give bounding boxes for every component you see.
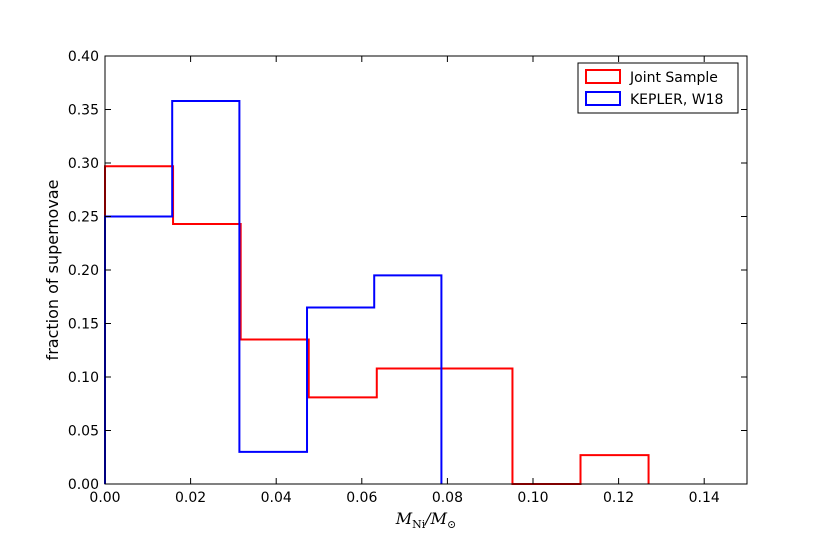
bar-series1-bin2 bbox=[239, 452, 307, 484]
bar-series0-bin1 bbox=[173, 224, 241, 484]
bar-series1-bin0 bbox=[105, 217, 172, 485]
series-line-joint-sample bbox=[104, 165, 650, 485]
y-tick-label: 0.35 bbox=[68, 103, 99, 119]
y-tick-label: 0.25 bbox=[68, 210, 99, 226]
bar-series1-bin4 bbox=[374, 275, 441, 484]
y-tick-label: 0.00 bbox=[68, 477, 99, 493]
x-tick-label: 0.10 bbox=[517, 490, 548, 506]
x-tick-label: 0.12 bbox=[603, 490, 634, 506]
y-tick-label: 0.15 bbox=[68, 317, 99, 333]
y-tick-label: 0.40 bbox=[68, 49, 99, 65]
series-layer bbox=[104, 99, 650, 485]
x-axis-label: MNi/M⊙ bbox=[395, 509, 457, 531]
y-tick-label: 0.30 bbox=[68, 156, 99, 172]
x-axis-label-sub2: ⊙ bbox=[447, 518, 456, 531]
x-tick-label: 0.00 bbox=[89, 490, 120, 506]
legend-swatch-kepler-w18 bbox=[585, 91, 621, 106]
legend: Joint Sample KEPLER, W18 bbox=[577, 62, 739, 114]
bar-series1-bin3 bbox=[307, 307, 374, 484]
y-tick-label: 0.05 bbox=[68, 424, 99, 440]
bar-series0-bin4 bbox=[377, 368, 445, 484]
x-axis-label-sub1: Ni bbox=[412, 518, 426, 531]
x-tick-label: 0.08 bbox=[432, 490, 463, 506]
bar-series0-bin2 bbox=[241, 340, 309, 484]
x-axis-label-slash: /M bbox=[423, 509, 447, 528]
bar-series0-bin3 bbox=[309, 397, 377, 484]
y-axis-ticks: 0.00 0.05 0.10 0.15 0.20 0.25 0.30 0.35 0.40 bbox=[68, 49, 747, 493]
x-tick-label: 0.04 bbox=[261, 490, 292, 506]
legend-label-joint-sample: Joint Sample bbox=[629, 70, 718, 86]
bar-series0-bin5 bbox=[445, 368, 513, 484]
y-tick-label: 0.20 bbox=[68, 263, 99, 279]
x-axis-ticks: 0.00 0.02 0.04 0.06 0.08 0.10 0.12 0.14 bbox=[89, 56, 720, 506]
y-tick-label: 0.10 bbox=[68, 370, 99, 386]
legend-label-kepler-w18: KEPLER, W18 bbox=[630, 92, 723, 108]
axes-frame bbox=[104, 55, 748, 485]
x-axis-label-main: M bbox=[395, 509, 413, 528]
x-tick-label: 0.06 bbox=[346, 490, 377, 506]
y-axis-label: fraction of supernovae bbox=[43, 180, 62, 361]
bar-series0-bin7 bbox=[581, 455, 649, 484]
x-tick-label: 0.02 bbox=[175, 490, 206, 506]
bar-series1-bin1 bbox=[172, 101, 239, 484]
x-tick-label: 0.14 bbox=[689, 490, 720, 506]
series-line-kepler-w18 bbox=[104, 99, 443, 484]
bar-series0-bin0 bbox=[105, 166, 173, 484]
legend-swatch-joint-sample bbox=[585, 69, 621, 84]
